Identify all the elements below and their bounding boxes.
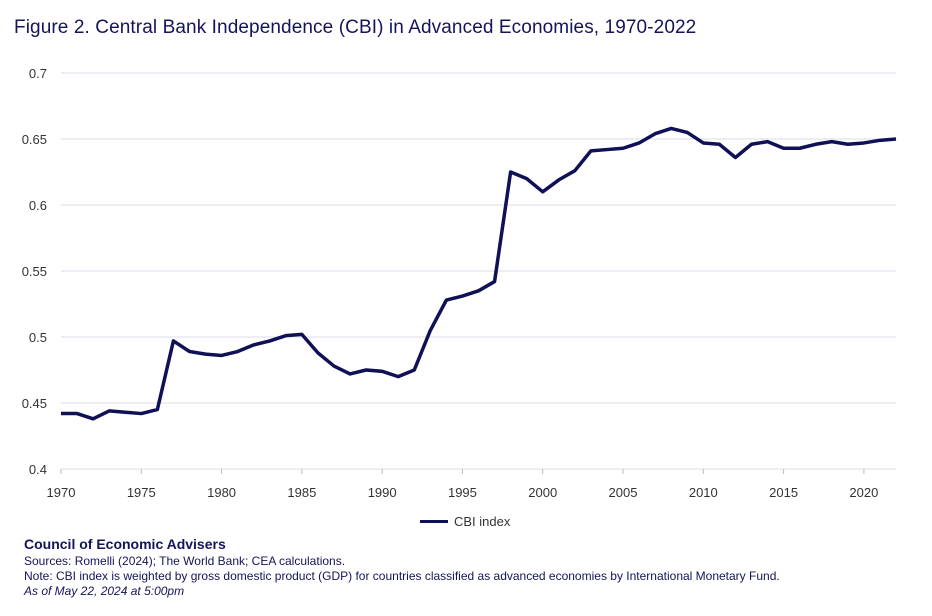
x-tick-label: 2015 (769, 485, 798, 500)
series-line-cbi-index (61, 126, 897, 421)
x-tick-label: 2000 (528, 485, 557, 500)
x-tick-label: 1980 (207, 485, 236, 500)
x-tick-label: 1995 (448, 485, 477, 500)
y-tick-label: 0.55 (22, 264, 47, 279)
x-tick-label: 1970 (47, 485, 76, 500)
x-tick-label: 2010 (689, 485, 718, 500)
y-tick-label: 0.4 (29, 462, 47, 477)
x-tick-label: 1975 (127, 485, 156, 500)
chart-title: Figure 2. Central Bank Independence (CBI… (14, 17, 697, 38)
y-tick-label: 0.6 (29, 198, 47, 213)
footer: Council of Economic Advisers Sources: Ro… (24, 537, 780, 599)
x-tick-label: 2020 (849, 485, 878, 500)
x-tick-label: 1985 (287, 485, 316, 500)
y-tick-label: 0.45 (22, 396, 47, 411)
footer-sources: Sources: Romelli (2024); The World Bank;… (24, 554, 346, 568)
y-tick-label: 0.65 (22, 132, 47, 147)
x-tick-label: 1990 (368, 485, 397, 500)
legend-label: CBI index (454, 514, 511, 529)
footer-as-of: As of May 22, 2024 at 5:00pm (24, 584, 185, 598)
footer-org: Council of Economic Advisers (24, 536, 226, 552)
footer-note: Note: CBI index is weighted by gross dom… (24, 569, 780, 583)
y-tick-label: 0.5 (29, 330, 47, 345)
x-tick-label: 2005 (609, 485, 638, 500)
legend-swatch (420, 520, 448, 523)
legend: CBI index (420, 514, 510, 529)
y-tick-label: 0.7 (29, 66, 47, 81)
